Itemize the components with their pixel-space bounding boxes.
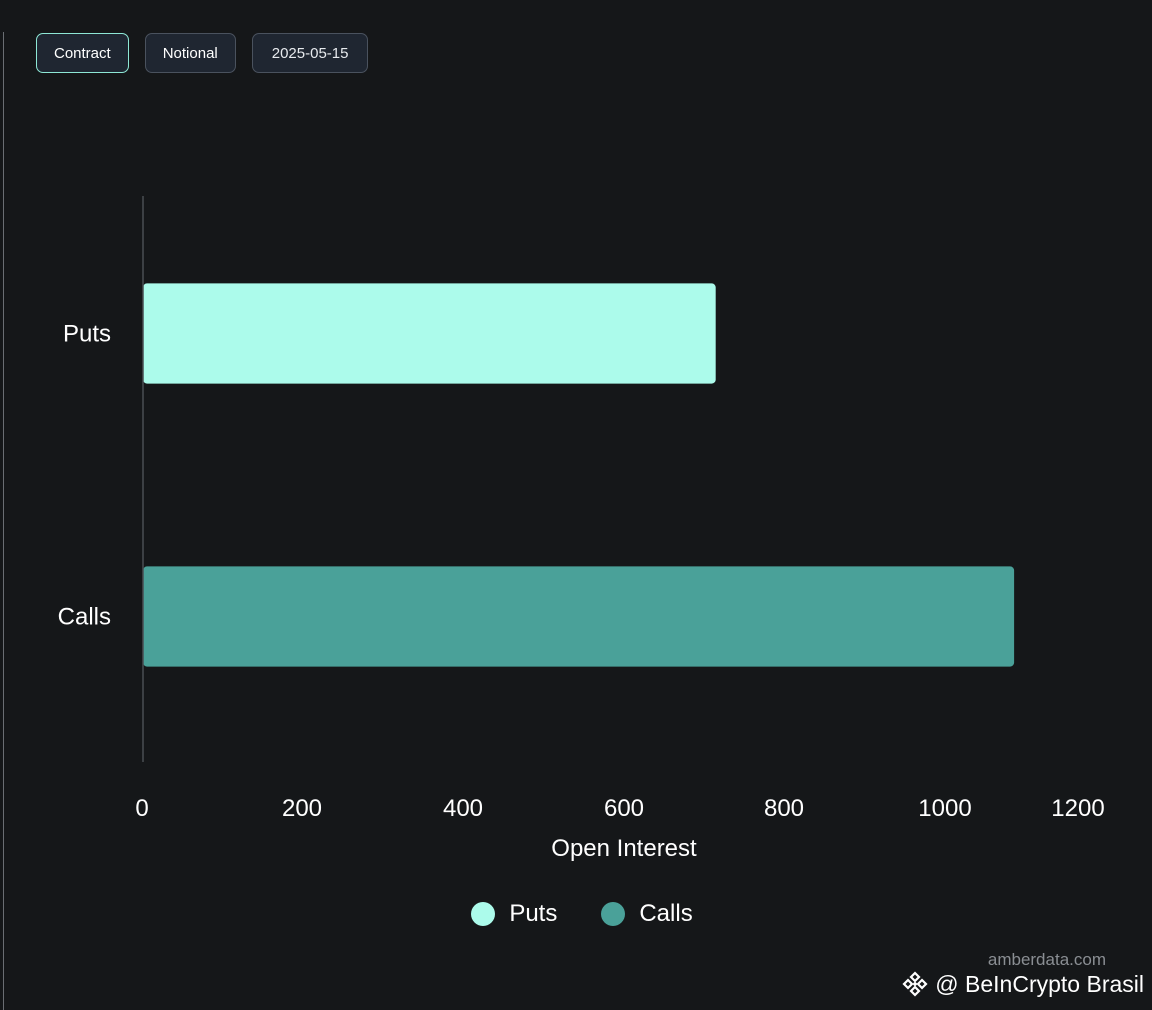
panel-left-border (3, 32, 4, 1010)
x-tick-label: 1200 (1051, 795, 1104, 822)
x-tick-label: 200 (282, 795, 322, 822)
beincrypto-logo-icon (902, 971, 928, 997)
contract-toggle-button[interactable]: Contract (36, 33, 129, 73)
legend-label: Calls (639, 900, 693, 927)
x-axis-title: Open Interest (551, 835, 697, 862)
legend-swatch-puts (471, 902, 496, 926)
x-tick-label: 1000 (918, 795, 971, 822)
legend-item-calls[interactable]: Calls (601, 900, 693, 928)
notional-toggle-button[interactable]: Notional (144, 33, 236, 73)
source-credit: amberdata.com (987, 950, 1106, 969)
x-tick-label: 800 (764, 795, 804, 822)
x-tick-label: 400 (443, 795, 483, 822)
legend-swatch-calls (601, 902, 626, 926)
legend-item-puts[interactable]: Puts (471, 900, 557, 928)
x-tick-label: 0 (135, 795, 148, 822)
open-interest-chart: Puts Calls 0 200 400 600 800 1000 1200 Open Int… (58, 196, 1105, 862)
legend-label: Puts (509, 900, 558, 927)
x-tick-label: 600 (604, 795, 644, 822)
watermark: @ BeInCrypto Brasil (901, 970, 1144, 998)
watermark-label: @ BeInCrypto Brasil (935, 970, 1144, 997)
category-label-calls: Calls (58, 604, 111, 631)
bar-calls[interactable] (143, 566, 1015, 667)
view-toggle-bar: Contract Notional 2025-05-15 (36, 33, 369, 73)
bar-puts[interactable] (143, 283, 716, 384)
chart-legend: Puts Calls (6, 900, 1152, 928)
expiry-date-selector[interactable]: 2025-05-15 (251, 33, 369, 73)
category-label-puts: Puts (63, 321, 111, 348)
